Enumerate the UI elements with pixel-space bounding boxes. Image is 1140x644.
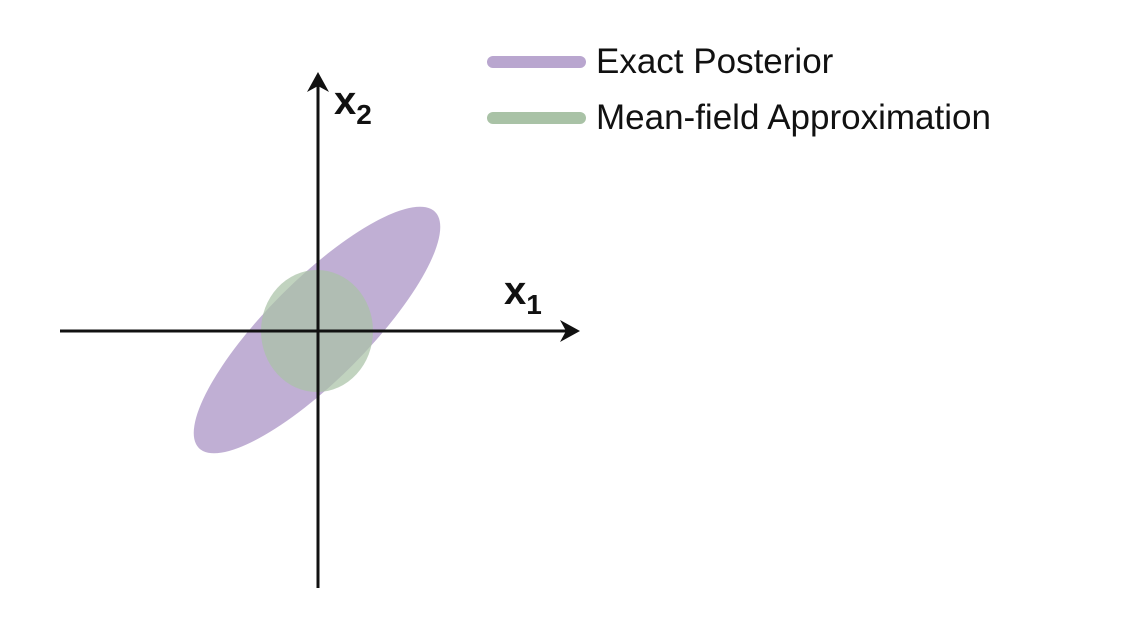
y-axis-arrowhead <box>307 72 329 92</box>
axes <box>60 72 580 588</box>
legend-label-exact-posterior: Exact Posterior <box>596 42 834 81</box>
y-axis-label: x2 <box>334 79 372 130</box>
x-axis-arrowhead <box>560 320 580 342</box>
legend: Exact Posterior Mean-field Approximation <box>487 42 991 137</box>
legend-label-mean-field: Mean-field Approximation <box>596 98 991 137</box>
x-axis-label: x1 <box>504 269 542 320</box>
